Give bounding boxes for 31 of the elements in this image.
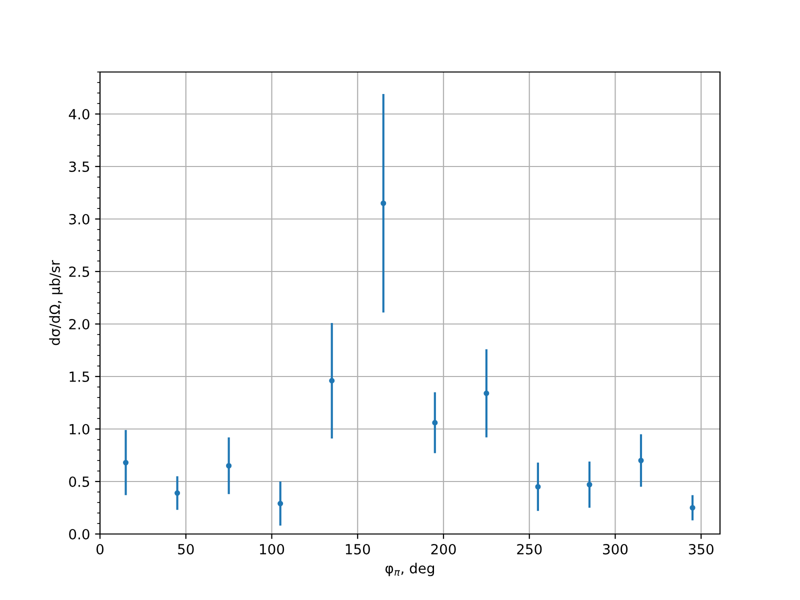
y-tick-label: 1.0 bbox=[70, 424, 90, 434]
y-tick-label: 1.5 bbox=[70, 372, 90, 382]
x-tick-label: 200 bbox=[431, 544, 456, 554]
point bbox=[174, 490, 180, 496]
point bbox=[586, 482, 592, 488]
point bbox=[278, 500, 284, 506]
y-tick-label: 3.5 bbox=[69, 161, 90, 172]
point bbox=[329, 378, 335, 384]
x-tick-label: 0 bbox=[96, 544, 104, 554]
point bbox=[638, 458, 644, 464]
y-tick-label: 3.0 bbox=[69, 214, 90, 224]
x-axis-title: φ$_{π}$, deg bbox=[385, 562, 434, 576]
x-tick-label: 250 bbox=[517, 544, 542, 554]
y-tick-label: 0.0 bbox=[69, 528, 90, 540]
point bbox=[535, 484, 541, 490]
y-axis-title: dσ/dΩ, μb/sr bbox=[49, 260, 63, 346]
x-tick-label: 350 bbox=[688, 544, 714, 554]
point bbox=[226, 462, 232, 469]
y-tick-label: 4.0 bbox=[68, 108, 90, 120]
y-tick-label: 2.5 bbox=[69, 266, 90, 277]
point bbox=[690, 504, 696, 511]
y-tick-label: 2.0 bbox=[69, 318, 90, 330]
x-tick-label: 50 bbox=[178, 544, 194, 554]
y-tick-label: 0.5 bbox=[69, 476, 90, 487]
point bbox=[380, 200, 386, 206]
x-tick-label: 300 bbox=[603, 544, 628, 554]
x-tick-label: 150 bbox=[346, 544, 370, 554]
point bbox=[122, 460, 129, 466]
point bbox=[484, 390, 490, 396]
point bbox=[432, 420, 438, 426]
x-tick-label: 100 bbox=[260, 544, 284, 554]
